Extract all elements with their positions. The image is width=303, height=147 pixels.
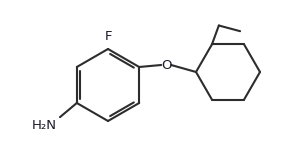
Text: O: O	[161, 59, 171, 71]
Text: H₂N: H₂N	[32, 119, 57, 132]
Text: F: F	[104, 30, 112, 43]
